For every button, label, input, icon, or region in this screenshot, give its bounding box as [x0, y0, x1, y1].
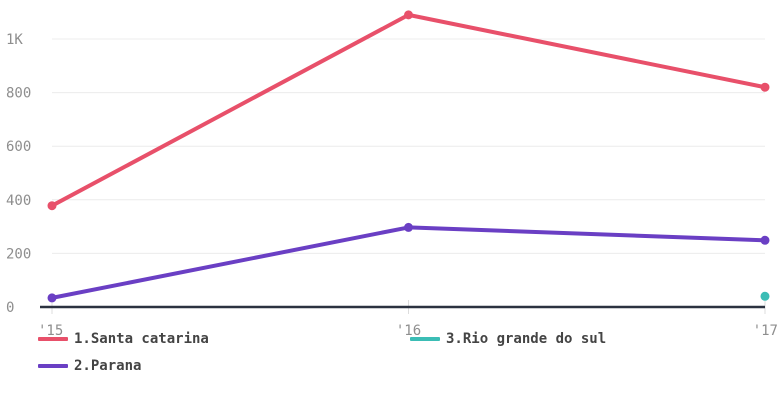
data-point[interactable]: [404, 10, 413, 20]
y-tick-label: 200: [6, 246, 31, 262]
legend-item-rio-grande-do-sul[interactable]: 3.Rio grande do sul: [410, 331, 606, 347]
legend-swatch: [38, 364, 68, 368]
legend-item-santa-catarina[interactable]: 1.Santa catarina: [38, 331, 209, 347]
data-point[interactable]: [760, 235, 770, 245]
data-point[interactable]: [47, 293, 57, 303]
x-tick-label: '15: [38, 323, 63, 339]
legend-swatch: [410, 337, 440, 341]
grid-lines: [52, 38, 765, 254]
data-point[interactable]: [760, 82, 770, 92]
y-tick-label: 800: [6, 86, 31, 102]
x-tick-label: '16: [396, 323, 421, 339]
series-line: [50, 225, 767, 300]
y-tick-label: 600: [6, 139, 31, 155]
series-line: [50, 12, 767, 208]
legend-swatch: [38, 337, 68, 341]
y-tick-label: 400: [6, 193, 31, 209]
x-tick-label: '17: [753, 323, 778, 339]
legend-item-parana[interactable]: 2.Parana: [38, 358, 141, 374]
y-tick-label: 1K: [6, 32, 23, 48]
y-axis-ticks: 0 200 400 600 800 1K: [6, 32, 31, 316]
series-lines: [47, 10, 770, 303]
data-point[interactable]: [47, 201, 57, 211]
legend-label: 1.Santa catarina: [74, 331, 209, 347]
data-point[interactable]: [760, 291, 770, 301]
data-point[interactable]: [404, 222, 413, 232]
legend-label: 2.Parana: [74, 358, 142, 374]
y-tick-label: 0: [6, 300, 14, 316]
legend-label: 3.Rio grande do sul: [446, 331, 607, 347]
